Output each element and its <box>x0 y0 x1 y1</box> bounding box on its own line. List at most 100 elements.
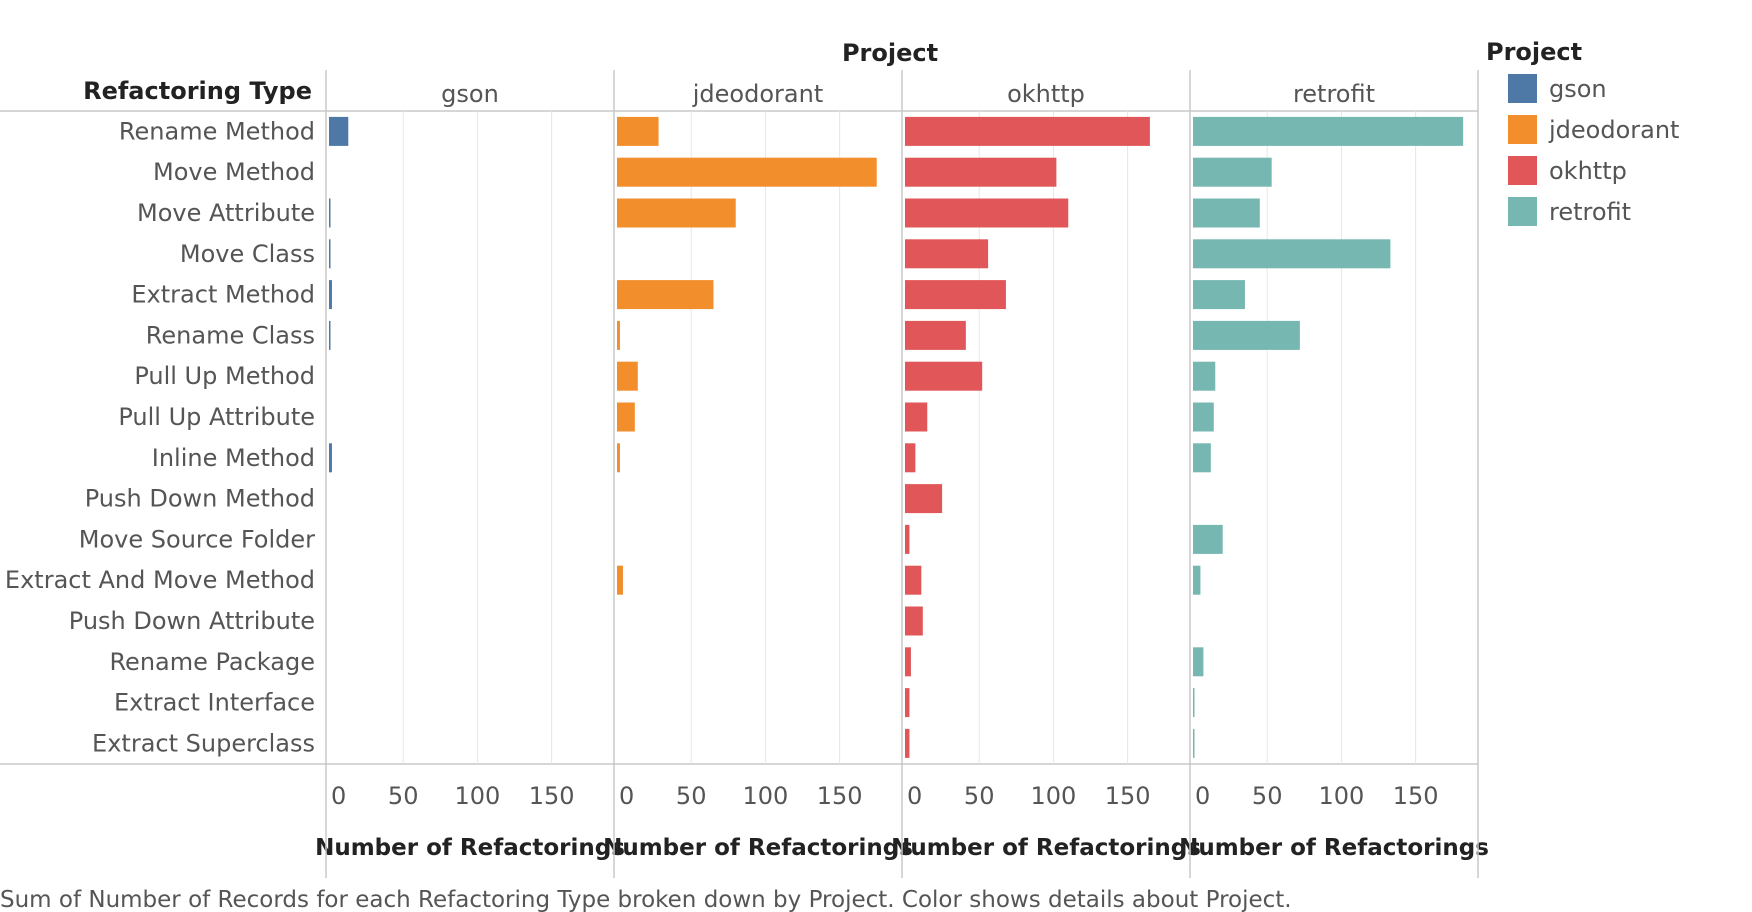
category-label: Move Method <box>153 158 315 186</box>
legend-label-okhttp: okhttp <box>1549 157 1627 185</box>
x-tick-label: 0 <box>619 782 634 810</box>
bar-okhttp <box>905 524 910 554</box>
x-tick-label: 100 <box>743 782 789 810</box>
bar-retrofit <box>1193 728 1195 758</box>
category-label: Rename Method <box>119 117 315 145</box>
bar-okhttp <box>905 361 983 391</box>
category-label: Inline Method <box>152 444 315 472</box>
plot-area: Rename Method Move Method Move Attribute Mo… <box>0 70 1489 878</box>
x-axis-title: Number of Refactorings <box>315 835 625 861</box>
bar-retrofit <box>1193 524 1223 554</box>
legend-swatch-retrofit <box>1508 197 1537 226</box>
legend-label-retrofit: retrofit <box>1549 198 1631 226</box>
bar-retrofit <box>1193 647 1204 677</box>
bar-okhttp <box>905 606 923 636</box>
x-tick-label: 0 <box>331 782 346 810</box>
bar-gson <box>329 239 331 269</box>
bar-okhttp <box>905 443 916 473</box>
panel-header-retrofit: retrofit <box>1293 80 1375 108</box>
category-label: Move Source Folder <box>79 525 315 553</box>
facet-title: Project <box>842 39 938 67</box>
bar-okhttp <box>905 484 943 514</box>
bar-retrofit <box>1193 402 1214 432</box>
bar-okhttp <box>905 402 928 432</box>
bar-okhttp <box>905 688 910 718</box>
category-label: Push Down Attribute <box>69 607 315 635</box>
panel-header-okhttp: okhttp <box>1007 80 1085 108</box>
panel-header-jdeodorant: jdeodorant <box>692 80 823 108</box>
bar-jdeodorant <box>617 116 659 146</box>
category-label: Pull Up Attribute <box>118 403 315 431</box>
x-tick-label: 50 <box>676 782 707 810</box>
legend: gson jdeodorant okhttp retrofit <box>1508 74 1679 226</box>
x-tick-label: 50 <box>964 782 995 810</box>
x-tick-label: 50 <box>388 782 419 810</box>
category-label: Extract Method <box>131 281 315 309</box>
x-tick-label: 150 <box>529 782 575 810</box>
legend-swatch-gson <box>1508 74 1537 103</box>
x-tick-label: 0 <box>1195 782 1210 810</box>
x-tick-label: 100 <box>455 782 501 810</box>
bar-okhttp <box>905 565 922 595</box>
bar-retrofit <box>1193 239 1391 269</box>
bar-okhttp <box>905 647 911 677</box>
category-label: Extract Superclass <box>92 729 315 757</box>
category-label: Push Down Method <box>85 485 315 513</box>
bar-jdeodorant <box>617 402 635 432</box>
legend-swatch-okhttp <box>1508 156 1537 185</box>
category-label: Extract Interface <box>114 689 315 717</box>
legend-swatch-jdeodorant <box>1508 115 1537 144</box>
x-tick-label: 100 <box>1031 782 1077 810</box>
bar-okhttp <box>905 116 1150 146</box>
legend-label-jdeodorant: jdeodorant <box>1548 116 1679 144</box>
x-tick-label: 150 <box>1105 782 1151 810</box>
x-tick-label: 150 <box>817 782 863 810</box>
bar-retrofit <box>1193 443 1211 473</box>
x-axis-title: Number of Refactorings <box>891 835 1201 861</box>
bar-retrofit <box>1193 198 1260 228</box>
bar-retrofit <box>1193 157 1272 187</box>
bar-okhttp <box>905 239 989 269</box>
x-tick-label: 150 <box>1393 782 1439 810</box>
x-tick-label: 100 <box>1319 782 1365 810</box>
bar-retrofit <box>1193 280 1245 310</box>
bar-retrofit <box>1193 565 1201 595</box>
x-tick-label: 0 <box>907 782 922 810</box>
bar-jdeodorant <box>617 565 623 595</box>
category-label: Pull Up Method <box>134 362 315 390</box>
bar-jdeodorant <box>617 443 620 473</box>
category-label: Extract And Move Method <box>5 566 315 594</box>
bar-jdeodorant <box>617 320 620 350</box>
legend-title: Project <box>1486 38 1582 66</box>
panel-header-gson: gson <box>441 80 499 108</box>
bar-retrofit <box>1193 116 1464 146</box>
bar-retrofit <box>1193 688 1195 718</box>
bar-gson <box>329 320 331 350</box>
category-label: Rename Package <box>109 648 315 676</box>
category-label: Move Class <box>180 240 315 268</box>
bar-jdeodorant <box>617 361 638 391</box>
category-label: Move Attribute <box>137 199 315 227</box>
bar-okhttp <box>905 280 1006 310</box>
bar-okhttp <box>905 157 1057 187</box>
bar-gson <box>329 280 332 310</box>
legend-label-gson: gson <box>1549 75 1607 103</box>
bar-gson <box>329 116 349 146</box>
bar-okhttp <box>905 320 966 350</box>
category-label: Rename Class <box>146 321 315 349</box>
bar-okhttp <box>905 198 1069 228</box>
x-axis-title: Number of Refactorings <box>1179 835 1489 861</box>
bar-retrofit <box>1193 320 1300 350</box>
bar-okhttp <box>905 728 910 758</box>
chart-caption: Sum of Number of Records for each Refact… <box>0 887 1292 912</box>
bar-retrofit <box>1193 361 1216 391</box>
bar-gson <box>329 198 331 228</box>
row-header: Refactoring Type <box>83 77 312 105</box>
x-tick-label: 50 <box>1252 782 1283 810</box>
bar-jdeodorant <box>617 280 714 310</box>
bar-jdeodorant <box>617 157 877 187</box>
x-axis-title: Number of Refactorings <box>603 835 913 861</box>
bar-gson <box>329 443 332 473</box>
bar-jdeodorant <box>617 198 736 228</box>
